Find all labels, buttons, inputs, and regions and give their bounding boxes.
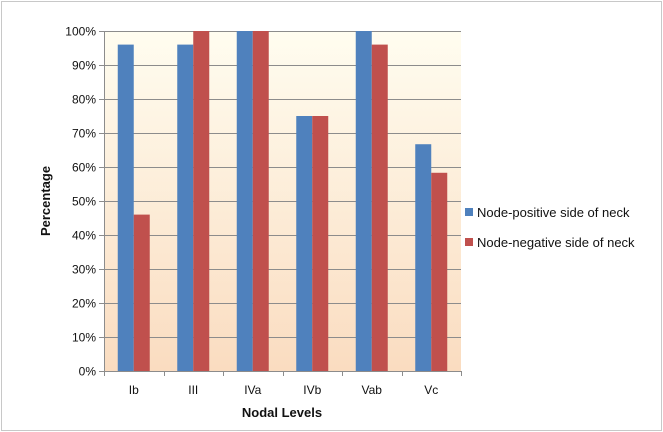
legend-swatch: [465, 208, 473, 216]
bar-III-node-positive: [177, 44, 194, 371]
x-tick-label: III: [188, 383, 198, 397]
bar-Vab-node-negative: [371, 44, 388, 371]
x-tick-label: Vc: [424, 383, 438, 397]
bar-IVa-node-negative: [252, 31, 269, 371]
x-tick-label: IVb: [303, 383, 321, 397]
bar-Vc-node-negative: [431, 172, 448, 371]
legend-swatch: [465, 238, 473, 246]
bar-IVb-node-positive: [296, 116, 313, 371]
bar-IVb-node-negative: [312, 116, 329, 371]
legend: Node-positive side of neck Node-negative …: [465, 205, 635, 250]
bar-IVa-node-positive: [236, 31, 253, 371]
x-tick-label: IVa: [244, 383, 261, 397]
y-tick-label: 80%: [72, 93, 96, 107]
y-tick-label: 70%: [72, 127, 96, 141]
y-tick-label: 100%: [65, 25, 96, 39]
x-axis-title: Nodal Levels: [242, 405, 322, 420]
bar-Ib-node-positive: [117, 44, 134, 371]
y-tick-label: 40%: [72, 229, 96, 243]
y-tick-label: 20%: [72, 297, 96, 311]
y-tick-label: 60%: [72, 161, 96, 175]
legend-label: Node-negative side of neck: [477, 235, 635, 250]
bar-III-node-negative: [193, 31, 210, 371]
y-tick-label: 30%: [72, 263, 96, 277]
bar-Vab-node-positive: [355, 31, 372, 371]
y-tick-label: 10%: [72, 331, 96, 345]
y-tick-labels: 0% 10% 20% 30% 40% 50% 60% 70% 80% 90% 100%: [65, 25, 96, 379]
bar-Vc-node-positive: [415, 144, 432, 371]
legend-label: Node-positive side of neck: [477, 205, 630, 220]
y-tick-label: 90%: [72, 59, 96, 73]
x-tick-label: Ib: [129, 383, 139, 397]
x-tick-label: Vab: [362, 383, 383, 397]
bars: [117, 31, 448, 371]
y-axis-title: Percentage: [38, 166, 53, 236]
axes: [99, 31, 462, 376]
y-tick-label: 0%: [79, 365, 97, 379]
gridlines: [104, 31, 461, 338]
x-tick-labels: Ib III IVa IVb Vab Vc: [129, 383, 439, 397]
bar-Ib-node-negative: [133, 214, 150, 371]
y-tick-label: 50%: [72, 195, 96, 209]
